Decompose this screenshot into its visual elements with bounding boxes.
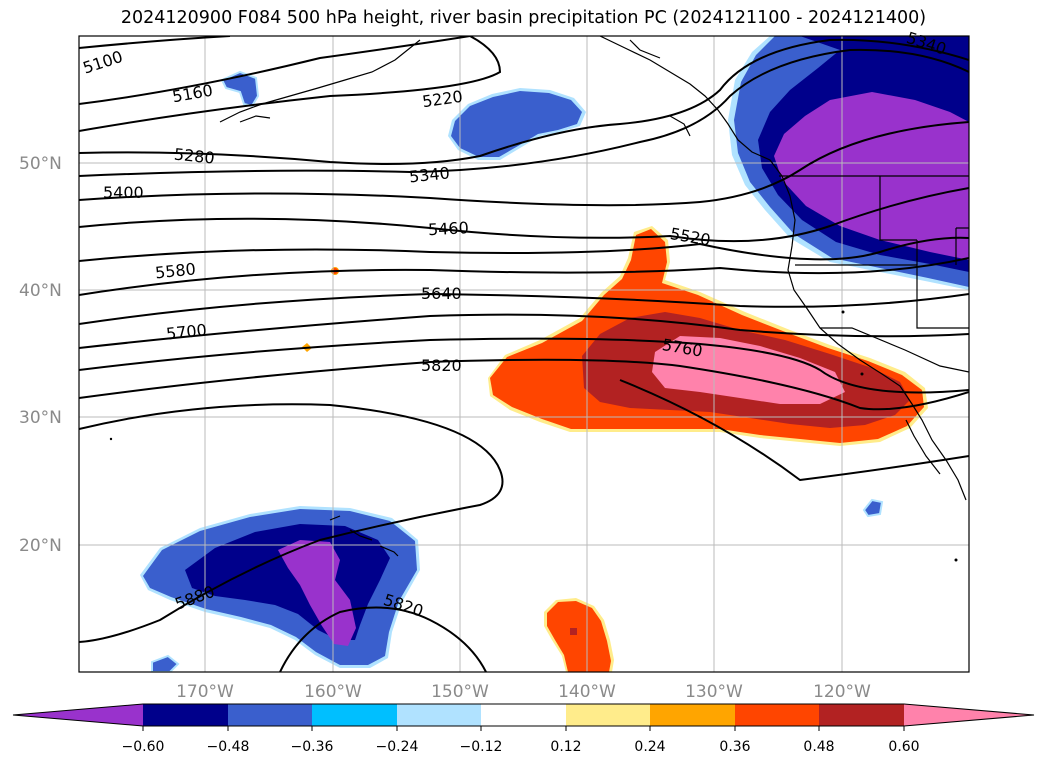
negative-anomaly-hawaii <box>140 506 420 668</box>
plot-frame <box>78 35 970 673</box>
lon-label-140w: 140°W <box>558 682 616 702</box>
colorbar-tick-label: 0.12 <box>550 739 581 755</box>
colorbar-bin <box>650 704 735 726</box>
lat-label-30n: 30°N <box>19 408 62 428</box>
lat-label-20n: 20°N <box>19 536 62 556</box>
negative-anomaly-small <box>151 654 180 672</box>
islands <box>109 310 958 562</box>
contour-label-5340: 5340 <box>408 163 450 186</box>
colorbar-extend-low <box>13 704 143 726</box>
lon-label-150w: 150°W <box>431 682 489 702</box>
contour-label-5460: 5460 <box>428 218 470 239</box>
contour-label-5400: 5400 <box>103 183 144 202</box>
positive-anomaly-south <box>544 598 614 672</box>
negative-anomaly-gulf <box>448 88 586 160</box>
colorbar-bin <box>566 704 650 726</box>
colorbar-extend-high <box>904 704 1034 726</box>
lat-label-50n: 50°N <box>19 154 62 174</box>
latitude-labels: 50°N 40°N 30°N 20°N <box>19 154 62 556</box>
colorbar: −0.60 −0.48 −0.36 −0.24 −0.12 0.12 0.24 … <box>12 703 1035 755</box>
colorbar-bin <box>481 704 566 726</box>
colorbar-tick-label: −0.60 <box>122 739 165 755</box>
contour-label-5820: 5820 <box>421 356 462 375</box>
colorbar-tick-label: −0.12 <box>460 739 503 755</box>
colorbar-bin <box>819 704 904 726</box>
lon-label-130w: 130°W <box>685 682 743 702</box>
colorbar-tick-label: 0.48 <box>803 739 834 755</box>
colorbar-bin <box>397 704 481 726</box>
height-contours <box>79 36 969 672</box>
map-title: 2024120900 F084 500 hPa height, river ba… <box>120 8 927 28</box>
colorbar-tick-label: 0.36 <box>719 739 750 755</box>
colorbar-tick-label: 0.24 <box>634 739 665 755</box>
colorbar-bin <box>735 704 819 726</box>
colorbar-bin <box>228 704 312 726</box>
negative-anomaly-baja <box>862 498 884 518</box>
colorbar-bin <box>143 704 228 726</box>
lat-label-40n: 40°N <box>19 281 62 301</box>
colorbar-tick-label: −0.48 <box>207 739 250 755</box>
coastlines <box>219 36 969 557</box>
contour-label-5640: 5640 <box>421 284 462 303</box>
colorbar-tick-label: 0.60 <box>888 739 919 755</box>
lon-label-160w: 160°W <box>304 682 362 702</box>
contour-label-5280: 5280 <box>173 145 215 168</box>
colorbar-tick-label: −0.36 <box>291 739 334 755</box>
colorbar-tick-label: −0.24 <box>376 739 419 755</box>
contour-label-5700: 5700 <box>165 320 207 343</box>
longitude-labels: 170°W 160°W 150°W 140°W 130°W 120°W <box>176 682 871 702</box>
contour-label-5580: 5580 <box>154 259 196 282</box>
colorbar-bin <box>312 704 397 726</box>
lon-label-170w: 170°W <box>176 682 234 702</box>
lon-label-120w: 120°W <box>813 682 871 702</box>
